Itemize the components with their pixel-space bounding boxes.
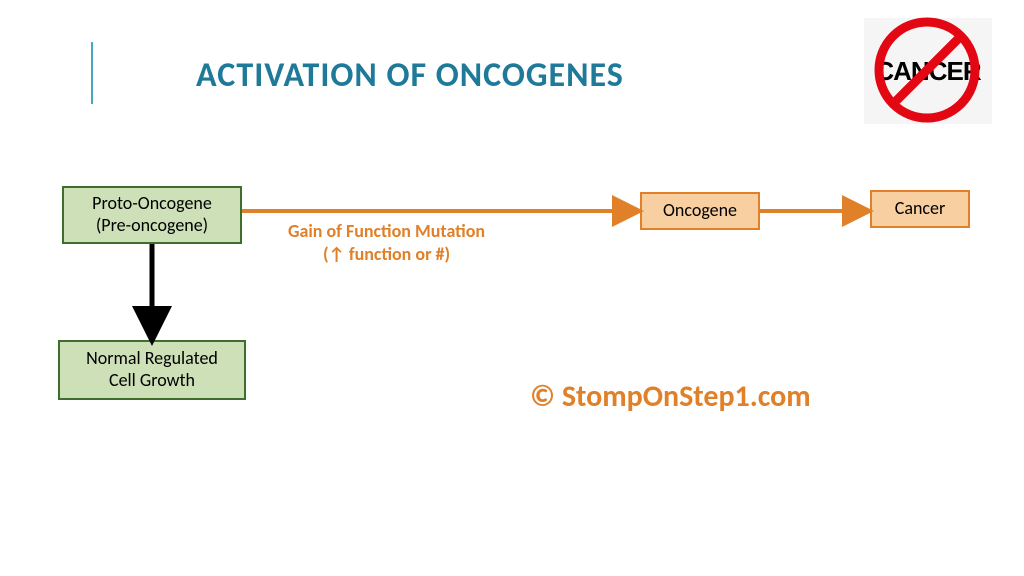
- node-normal-line2: Cell Growth: [86, 370, 218, 392]
- arrow-label-line1: Gain of Function Mutation: [288, 220, 485, 243]
- node-proto-line1: Proto-Oncogene: [92, 193, 212, 215]
- accent-bar: [91, 42, 93, 104]
- no-cancer-logo: CANCER: [864, 18, 992, 124]
- node-cancer-label: Cancer: [895, 198, 946, 220]
- node-normal-growth: Normal Regulated Cell Growth: [58, 340, 246, 400]
- node-proto-oncogene: Proto-Oncogene (Pre-oncogene): [62, 186, 242, 244]
- node-proto-line2: (Pre-oncogene): [92, 215, 212, 237]
- arrow-label-line2: (↑ function or #): [288, 243, 485, 266]
- node-cancer: Cancer: [870, 190, 970, 228]
- node-oncogene: Oncogene: [640, 192, 760, 230]
- arrow-label-gain-of-function: Gain of Function Mutation (↑ function or…: [288, 220, 485, 267]
- node-oncogene-label: Oncogene: [663, 200, 737, 222]
- logo-text: CANCER: [875, 56, 980, 87]
- copyright-text: © StompOnStep1.com: [530, 378, 811, 415]
- node-normal-line1: Normal Regulated: [86, 348, 218, 370]
- page-title: ACTIVATION OF ONCOGENES: [196, 55, 624, 96]
